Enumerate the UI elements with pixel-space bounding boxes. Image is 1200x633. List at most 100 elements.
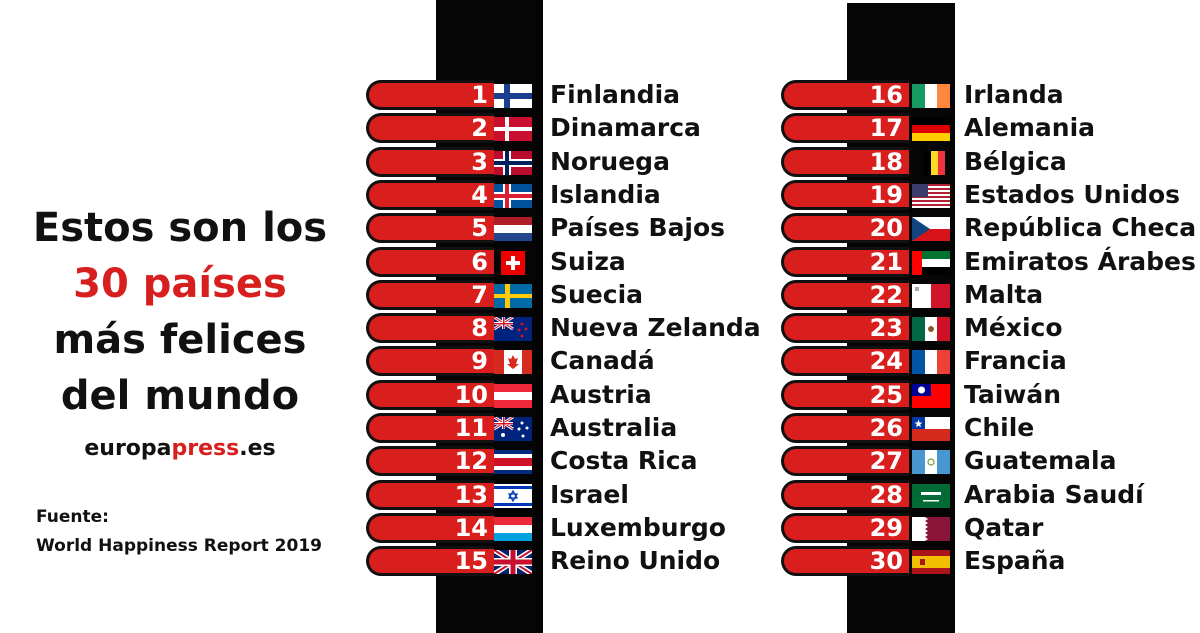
germany-flag-icon [912,117,950,142]
rank-bar [781,179,909,210]
headline-highlight: 30 países [73,261,287,307]
rank-number: 9 [471,347,488,376]
country-name: Emiratos Árabes [964,246,1196,276]
headline-line-4: del mundo [60,373,300,419]
country-name: Luxemburgo [550,512,726,542]
headline-line-3: más felices [53,317,307,363]
rank-number: 7 [471,280,488,309]
rank-bar [366,546,494,577]
taiwan-flag-icon [912,383,950,408]
rank-bar [366,213,494,244]
rank-bar [781,346,909,377]
rank-number: 11 [454,414,488,442]
malta-flag-icon [912,283,950,308]
france-flag-icon [912,350,950,375]
rank-number: 12 [454,447,488,476]
brand-part-2: press [171,436,240,461]
country-name: Bélgica [964,146,1067,176]
rank-number: 2 [471,114,488,143]
rank-number: 23 [869,314,903,343]
mexico-flag-icon [912,317,950,342]
rank-number: 26 [869,414,903,442]
rank-number: 28 [869,480,903,509]
country-name: Suecia [550,279,644,309]
norway-flag-icon [494,150,532,175]
iceland-flag-icon [494,183,532,208]
country-name: Noruega [550,146,670,176]
rank-number: 24 [869,347,903,376]
rank-bar [366,179,494,210]
qatar-flag-icon [912,516,950,541]
chile-flag-icon [912,417,950,441]
austria-flag-icon [494,383,532,408]
country-name: Austria [550,379,652,409]
country-name: Canadá [550,346,655,376]
saudi-arabia-flag-icon [912,483,950,508]
country-name: Qatar [964,512,1044,542]
rank-bar [366,346,494,377]
country-name: Costa Rica [550,446,698,476]
rank-bar [366,246,494,277]
source-note: Fuente: World Happiness Report 2019 [36,503,322,561]
rank-bar [781,80,909,110]
rank-bar [366,279,494,310]
country-name: Chile [964,413,1035,442]
country-name: Islandia [550,179,661,209]
israel-flag-icon [494,483,532,508]
rank-bar [366,413,494,443]
new-zealand-flag-icon [494,317,532,342]
rank-bar [781,446,909,477]
rank-number: 13 [454,480,488,509]
country-name: Finlandia [550,80,681,109]
rank-number: 25 [869,380,903,409]
ireland-flag-icon [912,84,950,108]
rank-number: 6 [471,247,488,276]
finland-flag-icon [494,84,532,108]
headline-line-1: Estos son los [32,205,328,251]
australia-flag-icon [494,417,532,441]
spain-flag-icon [912,550,950,575]
denmark-flag-icon [494,117,532,142]
source-text: World Happiness Report 2019 [36,536,322,556]
guatemala-flag-icon [912,450,950,475]
rank-number: 18 [869,147,903,176]
united-states-flag-icon [912,183,950,208]
rank-bar [366,479,494,510]
rank-number: 20 [869,214,903,243]
netherlands-flag-icon [494,217,532,242]
country-name: Australia [550,413,678,442]
country-name: México [964,313,1063,343]
rank-number: 5 [471,214,488,243]
rank-bar [366,446,494,477]
country-name: Irlanda [964,80,1064,109]
country-name: Guatemala [964,446,1117,476]
rank-bar [366,113,494,144]
czech-republic-flag-icon [912,217,950,242]
rank-number: 3 [471,147,488,176]
rank-number: 17 [869,114,903,143]
rank-bar [781,379,909,410]
country-name: Estados Unidos [964,179,1181,209]
country-name: Francia [964,346,1067,376]
rank-number: 30 [869,547,903,576]
rank-number: 15 [454,547,488,576]
rank-bar [366,80,494,110]
rank-number: 27 [869,447,903,476]
rank-bar [781,246,909,277]
rank-bar [781,546,909,577]
rank-bar [366,379,494,410]
canada-flag-icon [494,350,532,375]
rank-number: 8 [471,314,488,343]
rank-number: 22 [869,280,903,309]
uae-flag-icon [912,250,950,275]
country-name: Malta [964,279,1044,309]
rank-bar [781,113,909,144]
source-label: Fuente: [36,507,109,527]
rank-number: 1 [471,81,488,109]
rank-number: 14 [454,513,488,542]
brand-part-1: europa [84,436,172,461]
country-name: Nueva Zelanda [550,313,761,343]
country-name: Arabia Saudí [964,479,1144,509]
rank-bar [366,313,494,344]
country-name: Israel [550,479,629,509]
